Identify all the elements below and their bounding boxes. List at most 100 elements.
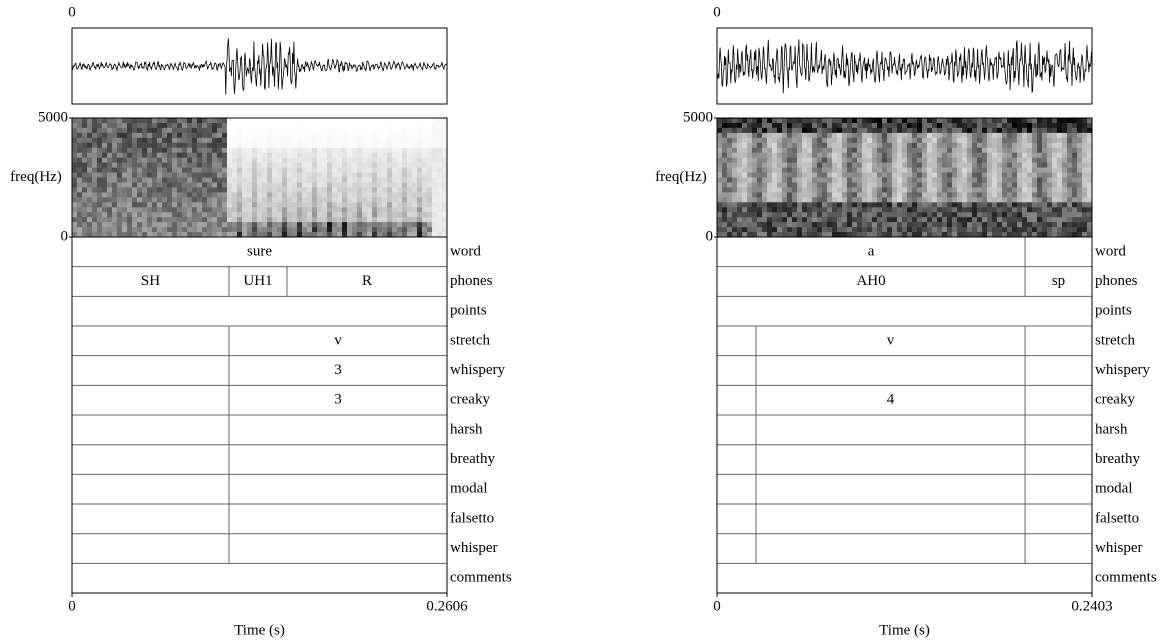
spectrogram-cell [147,143,152,148]
spectrogram-cell [287,123,292,128]
spectrogram-cell [922,153,927,158]
spectrogram-cell [1077,183,1082,188]
spectrogram-cell [92,133,97,138]
spectrogram-cell [797,202,802,207]
spectrogram-cell [772,123,777,128]
spectrogram-cell [172,153,177,158]
spectrogram-cell [897,197,902,202]
spectrogram-cell [407,212,412,217]
spectrogram-cell [387,202,392,207]
spectrogram-cell [277,128,282,133]
spectrogram-cell [162,197,167,202]
spectrogram-cell [202,168,207,173]
spectrogram-cell [877,178,882,183]
spectrogram-cell [812,118,817,123]
spectrogram-cell [142,168,147,173]
spectrogram-cell [937,217,942,222]
spectrogram-cell [92,183,97,188]
spectrogram-cell [317,183,322,188]
spectrogram-cell [102,178,107,183]
spectrogram-cell [952,207,957,212]
spectrogram-cell [112,118,117,123]
spectrogram-cell [882,138,887,143]
spectrogram-cell [802,207,807,212]
spectrogram-cell [777,212,782,217]
spectrogram-cell [897,163,902,168]
spectrogram-cell [197,153,202,158]
spectrogram-cell [807,153,812,158]
spectrogram-cell [227,148,232,153]
spectrogram-cell [752,133,757,138]
spectrogram-cell [1057,212,1062,217]
spectrogram-cell [222,217,227,222]
spectrogram-cell [777,168,782,173]
spectrogram-cell [422,163,427,168]
spectrogram-cell [192,153,197,158]
spectrogram-cell [122,138,127,143]
spectrogram-cell [752,207,757,212]
spectrogram-cell [132,183,137,188]
spectrogram-cell [917,207,922,212]
spectrogram-cell [337,227,342,232]
spectrogram-cell [322,197,327,202]
spectrogram-cell [312,178,317,183]
spectrogram-cell [937,197,942,202]
spectrogram-cell [177,168,182,173]
spectrogram-cell [1012,153,1017,158]
spectrogram-cell [172,168,177,173]
spectrogram-cell [97,227,102,232]
spectrogram-cell [942,138,947,143]
spectrogram-cell [322,178,327,183]
spectrogram-cell [222,128,227,133]
spectrogram-cell [317,178,322,183]
spectrogram-cell [417,148,422,153]
spectrogram-cell [177,138,182,143]
spectrogram-cell [232,183,237,188]
spectrogram-cell [262,153,267,158]
spectrogram-cell [402,123,407,128]
spectrogram-cell [367,197,372,202]
spectrogram-cell [917,118,922,123]
spectrogram-cell [287,143,292,148]
spectrogram-cell [1037,148,1042,153]
spectrogram-cell [1082,168,1087,173]
spectrogram-cell [157,138,162,143]
spectrogram-cell [227,123,232,128]
spectrogram-cell [972,138,977,143]
spectrogram-cell [727,202,732,207]
spectrogram-cell [827,187,832,192]
spectrogram-cell [367,217,372,222]
spectrogram-cell [392,192,397,197]
spectrogram-cell [992,202,997,207]
spectrogram-cell [1067,222,1072,227]
spectrogram-cell [422,227,427,232]
spectrogram-cell [772,158,777,163]
spectrogram-cell [237,202,242,207]
spectrogram-cell [162,207,167,212]
spectrogram-cell [827,163,832,168]
spectrogram-cell [1062,183,1067,188]
spectrogram-cell [262,133,267,138]
spectrogram-cell [307,118,312,123]
spectrogram-cell [277,207,282,212]
spectrogram-cell [142,197,147,202]
spectrogram-cell [217,158,222,163]
spectrogram-cell [247,197,252,202]
spectrogram-cell [867,143,872,148]
spectrogram-cell [1007,158,1012,163]
spectrogram-cell [902,133,907,138]
spectrogram-cell [102,143,107,148]
spectrogram-cell [337,128,342,133]
spectrogram-cell [297,187,302,192]
spectrogram-cell [382,207,387,212]
spectrogram-cell [117,118,122,123]
spectrogram-cell [147,187,152,192]
spectrogram-cell [117,158,122,163]
spectrogram-cell [827,128,832,133]
spectrogram-cell [872,158,877,163]
spectrogram-cell [152,202,157,207]
spectrogram-cell [267,143,272,148]
spectrogram-cell [872,207,877,212]
spectrogram-cell [187,192,192,197]
spectrogram-cell [1077,128,1082,133]
